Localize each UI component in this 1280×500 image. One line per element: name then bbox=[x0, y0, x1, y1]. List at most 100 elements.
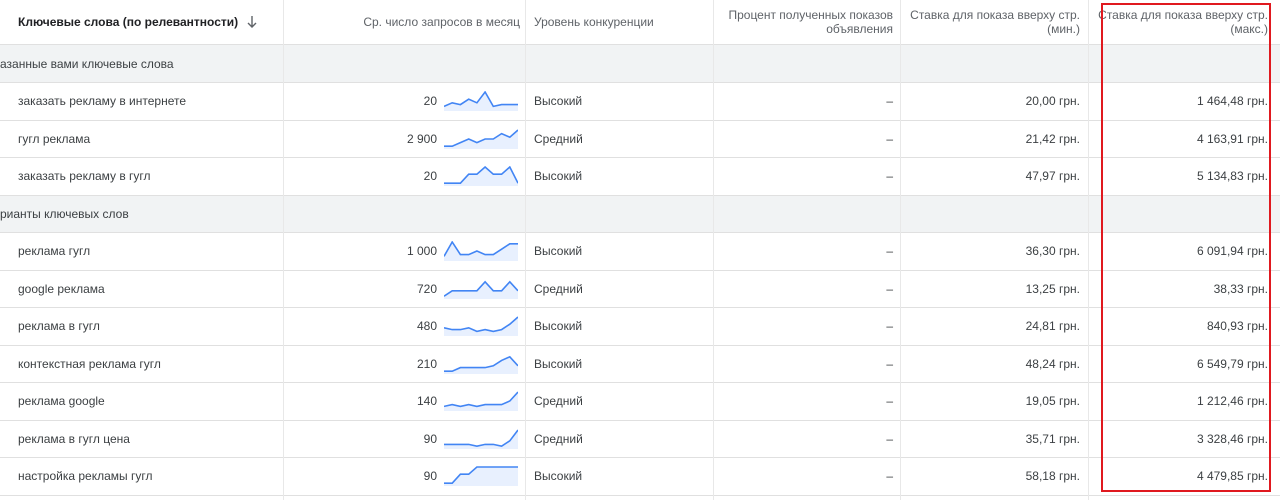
keyword-cell[interactable]: заказать рекламу в гугл bbox=[18, 158, 278, 195]
competition-cell: Средний bbox=[534, 121, 704, 158]
bid-high-cell: 38,33 грн. bbox=[1089, 271, 1268, 308]
competition-cell: Средний bbox=[534, 421, 704, 458]
avg-searches-cell: 90 bbox=[290, 421, 437, 458]
sparkline-area bbox=[444, 467, 518, 487]
sparkline-area bbox=[444, 356, 518, 374]
competition-cell-text: Высокий bbox=[534, 319, 583, 334]
trend-cell bbox=[444, 308, 520, 345]
bid-high-label-line2: (макс.) bbox=[1230, 22, 1268, 36]
trend-cell bbox=[444, 383, 520, 420]
bid-high-column-header[interactable]: Ставка для показа вверху стр. (макс.) bbox=[1089, 0, 1268, 44]
table-row[interactable]: заказать рекламу в гугл 20 Высокий – 47,97 г… bbox=[0, 158, 1280, 196]
keyword-cell[interactable]: контекстная реклама гугл bbox=[18, 346, 278, 383]
avg-searches-cell-text: 20 bbox=[423, 169, 437, 184]
table-row[interactable]: гугл реклама 2 900 Средний – 21,42 грн. 4 163… bbox=[0, 121, 1280, 158]
impression-share-cell: – bbox=[713, 121, 893, 158]
bid-low-cell: 13,25 грн. bbox=[901, 271, 1080, 308]
search-trend-sparkline bbox=[444, 355, 518, 374]
impression-share-cell-text: – bbox=[886, 244, 893, 259]
table-row[interactable]: google реклама 720 Средний – 13,25 грн. 38,33… bbox=[0, 271, 1280, 308]
sparkline-area bbox=[444, 129, 518, 149]
search-trend-sparkline bbox=[444, 391, 518, 412]
search-trend-sparkline bbox=[444, 91, 518, 112]
keyword-cell[interactable]: реклама google bbox=[18, 383, 278, 420]
table-row[interactable]: настройка рекламы гугл 90 Высокий – 58,18 гр… bbox=[0, 458, 1280, 496]
avg-searches-cell: 20 bbox=[290, 158, 437, 195]
group-cell: рианты ключевых слов bbox=[0, 195, 600, 232]
impression-share-cell: – bbox=[713, 308, 893, 345]
impression-share-cell: – bbox=[713, 346, 893, 383]
competition-column-header[interactable]: Уровень конкуренции bbox=[534, 0, 712, 44]
competition-cell-text: Высокий bbox=[534, 356, 583, 371]
keyword-cell[interactable]: google реклама bbox=[18, 271, 278, 308]
table-row[interactable]: заказать рекламу в интернете 20 Высокий – 20… bbox=[0, 83, 1280, 121]
impression-share-cell: – bbox=[713, 83, 893, 120]
table-row[interactable]: реклама google 140 Средний – 19,05 грн. 1 212… bbox=[0, 383, 1280, 421]
trend-cell bbox=[444, 421, 520, 458]
keyword-cell-text: гугл реклама bbox=[18, 131, 91, 146]
competition-cell-text: Средний bbox=[534, 281, 583, 296]
sparkline-line bbox=[444, 391, 518, 408]
bid-low-cell: 47,97 грн. bbox=[901, 158, 1080, 195]
keyword-cell[interactable]: реклама в гугл bbox=[18, 308, 278, 345]
column-divider bbox=[1088, 0, 1089, 500]
avg-searches-cell-text: 210 bbox=[416, 356, 437, 371]
sparkline-line bbox=[444, 429, 518, 447]
bid-low-cell-text: 20,00 грн. bbox=[1025, 94, 1080, 109]
keyword-cell[interactable]: реклама гугл bbox=[18, 233, 278, 270]
competition-cell: Средний bbox=[534, 383, 704, 420]
sparkline-line bbox=[444, 129, 518, 147]
column-divider bbox=[283, 0, 284, 500]
table-row[interactable]: реклама в гугл цена 90 Средний – 35,71 грн. 3… bbox=[0, 421, 1280, 458]
trend-cell bbox=[444, 158, 520, 195]
keyword-column-label: Ключевые слова (по релевантности) bbox=[18, 15, 239, 29]
sparkline-area bbox=[444, 92, 518, 112]
table-row[interactable]: реклама гугл 1 000 Высокий – 36,30 грн. 6 091… bbox=[0, 233, 1280, 271]
search-trend-sparkline bbox=[444, 429, 518, 449]
group-label-ideas: рианты ключевых слов bbox=[0, 206, 129, 221]
sparkline-area bbox=[444, 317, 518, 337]
bid-low-cell: 24,81 грн. bbox=[901, 308, 1080, 345]
sparkline-line bbox=[444, 91, 518, 108]
avg-searches-cell: 1 000 bbox=[290, 233, 437, 270]
keyword-cell[interactable]: заказать рекламу в интернете bbox=[18, 83, 278, 120]
searches-column-header[interactable]: Ср. число запросов в месяц bbox=[283, 0, 520, 44]
impression-share-cell: – bbox=[713, 158, 893, 195]
bid-low-cell: 36,30 грн. bbox=[901, 233, 1080, 270]
avg-searches-cell: 90 bbox=[290, 458, 437, 495]
column-divider bbox=[713, 0, 714, 500]
table-row[interactable]: контекстная реклама гугл 210 Высокий – 48,24… bbox=[0, 346, 1280, 383]
search-trend-sparkline bbox=[444, 466, 518, 487]
bid-high-cell-text: 5 134,83 грн. bbox=[1196, 169, 1268, 184]
search-trend-sparkline bbox=[444, 241, 518, 262]
avg-searches-cell-text: 90 bbox=[423, 431, 437, 446]
bid-high-cell: 840,93 грн. bbox=[1089, 308, 1268, 345]
avg-searches-cell-text: 90 bbox=[423, 469, 437, 484]
bid-low-cell: 20,00 грн. bbox=[901, 83, 1080, 120]
table-row[interactable]: реклама в гугл 480 Высокий – 24,81 грн. 840,9… bbox=[0, 308, 1280, 346]
sparkline-area bbox=[444, 429, 518, 449]
impression-share-cell-text: – bbox=[886, 356, 893, 371]
impression-share-cell-text: – bbox=[886, 431, 893, 446]
keyword-cell[interactable]: настройка рекламы гугл bbox=[18, 458, 278, 495]
keyword-column-header[interactable]: Ключевые слова (по релевантности) bbox=[18, 0, 283, 44]
bid-high-cell: 3 328,46 грн. bbox=[1089, 421, 1268, 458]
table-header: Ключевые слова (по релевантности) Ср. чи… bbox=[0, 0, 1280, 45]
bid-low-cell-text: 47,97 грн. bbox=[1025, 169, 1080, 184]
keyword-cell-text: google реклама bbox=[18, 281, 105, 296]
competition-cell: Высокий bbox=[534, 233, 704, 270]
sort-down-arrow-icon[interactable] bbox=[246, 15, 258, 29]
keyword-cell[interactable]: гугл реклама bbox=[18, 121, 278, 158]
keyword-cell-text: настройка рекламы гугл bbox=[18, 469, 153, 484]
competition-cell-text: Высокий bbox=[534, 94, 583, 109]
impression-share-cell-text: – bbox=[886, 131, 893, 146]
impression-share-column-header[interactable]: Процент полученных показов объявления bbox=[713, 0, 893, 44]
bid-high-cell-text: 38,33 грн. bbox=[1213, 281, 1268, 296]
competition-cell-text: Средний bbox=[534, 431, 583, 446]
avg-searches-cell-text: 140 bbox=[416, 394, 437, 409]
keyword-cell[interactable]: реклама в гугл цена bbox=[18, 421, 278, 458]
avg-searches-cell-text: 20 bbox=[423, 94, 437, 109]
avg-searches-cell: 140 bbox=[290, 383, 437, 420]
bid-low-column-header[interactable]: Ставка для показа вверху стр. (мин.) bbox=[901, 0, 1080, 44]
search-trend-sparkline bbox=[444, 129, 518, 149]
